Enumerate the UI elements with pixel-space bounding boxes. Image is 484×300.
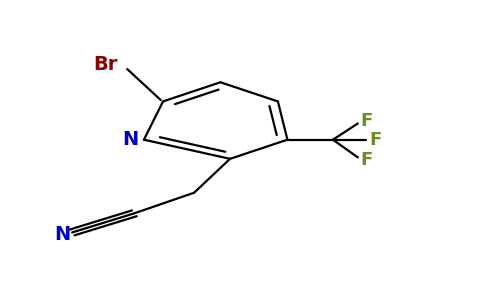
- Text: Br: Br: [93, 55, 118, 74]
- Text: N: N: [122, 130, 138, 149]
- Text: F: F: [370, 131, 382, 149]
- Text: N: N: [55, 225, 71, 244]
- Text: F: F: [360, 151, 373, 169]
- Text: F: F: [360, 112, 373, 130]
